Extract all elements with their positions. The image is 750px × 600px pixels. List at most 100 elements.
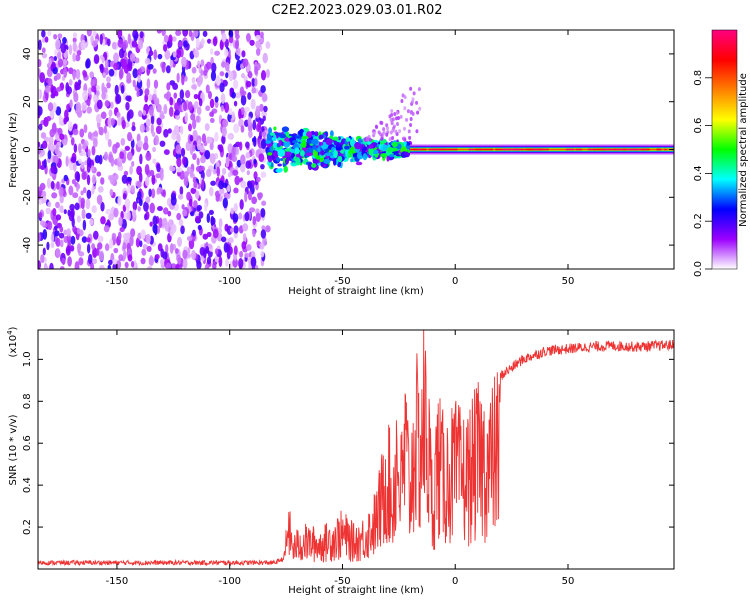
spectrogram-cell: [210, 180, 216, 186]
spectrogram-cell: [80, 39, 87, 51]
spectrogram-cell: [182, 209, 188, 217]
spectrogram-cell: [410, 148, 418, 151]
spectrogram-cell: [412, 91, 416, 96]
x-tick-label: -50: [334, 576, 350, 587]
spectrogram-cell: [202, 233, 209, 240]
spectrogram-cell: [165, 262, 172, 269]
spectrogram-cell: [177, 236, 183, 248]
spectrogram-cell: [244, 252, 250, 258]
spectrogram-cell: [176, 157, 182, 168]
spectrogram-cell: [85, 59, 90, 69]
spectrogram-cell: [101, 91, 107, 100]
spectrogram-cell: [195, 166, 202, 173]
y-tick-label: -20: [22, 189, 33, 205]
spectrogram-cell: [186, 235, 193, 242]
spectrogram-cell: [156, 30, 162, 34]
spectrogram-cell: [171, 223, 177, 234]
spectrogram-cell: [516, 148, 525, 151]
spectrogram-cell: [391, 117, 395, 122]
spectrogram-cell: [191, 229, 196, 237]
spectrogram-cell: [163, 104, 168, 115]
spectrogram-cell: [119, 227, 125, 233]
spectrogram-cell: [184, 112, 188, 123]
spectrogram-cell: [75, 101, 82, 113]
spectrogram-cell: [41, 30, 46, 38]
spectrogram-cell: [76, 243, 82, 251]
spectrogram-cell: [221, 126, 227, 137]
spectrogram-cell: [110, 156, 115, 167]
colorbar-tick-label: 0.6: [693, 118, 704, 134]
spectrogram-cell: [154, 224, 158, 236]
spectrogram-cell: [38, 59, 42, 68]
spectrogram-cell: [228, 107, 233, 116]
spectrogram-cell: [195, 37, 200, 49]
spectrogram-cell: [447, 148, 458, 151]
spectrogram-cell: [81, 101, 87, 111]
spectrogram-cell: [315, 155, 321, 160]
spectrogram-cell: [137, 206, 141, 212]
spectrogram-cell: [193, 30, 199, 38]
spectrogram-cell: [609, 148, 612, 151]
spectrogram-cell: [147, 266, 153, 269]
spectrogram-cell: [202, 30, 208, 37]
spectrogram-cell: [109, 238, 114, 249]
spectrogram-cell: [409, 123, 413, 128]
spectrogram-cell: [416, 110, 420, 115]
spectrogram-cell: [200, 69, 205, 76]
spectrogram-cell: [301, 135, 309, 140]
spectrogram-cell: [398, 129, 402, 134]
spectrogram-cell: [239, 141, 243, 151]
spectrogram-cell: [72, 32, 78, 39]
spectrogram-cell: [248, 70, 253, 79]
spectrogram-cell: [409, 116, 413, 121]
spectrogram-cell: [106, 76, 111, 83]
spectrogram-cell: [177, 41, 183, 48]
spectrogram-cell: [228, 237, 234, 244]
spectrogram-cell: [41, 47, 46, 54]
spectrogram-cell: [91, 186, 95, 195]
spectrogram-cell: [195, 215, 200, 223]
spectrogram-cell: [262, 52, 268, 64]
spectrogram-cell: [39, 182, 46, 191]
spectrogram-cell: [62, 37, 67, 44]
spectrogram-cell: [225, 244, 231, 252]
spectrogram-cell: [175, 30, 182, 37]
spectrogram-cell: [273, 126, 277, 131]
spectrogram-cell: [263, 94, 268, 102]
spectrogram-cell: [229, 87, 235, 94]
spectrogram-cell: [176, 72, 180, 83]
spectrogram-cell: [136, 180, 142, 189]
spectrogram-cell: [102, 72, 107, 79]
spectrogram-cell: [68, 79, 73, 86]
spectrogram-cell: [124, 198, 131, 209]
spectrogram-cell: [224, 48, 229, 57]
spectrogram-cell: [126, 151, 133, 161]
spectrogram-cell: [222, 197, 228, 209]
spectrogram-cell: [145, 196, 151, 204]
page-title: C2E2.2023.029.03.01.R02: [271, 3, 442, 18]
spectrogram-cell: [173, 124, 180, 136]
spectrogram-cell: [365, 137, 369, 142]
spectrogram-cell: [87, 148, 91, 158]
spectrogram-cell: [219, 39, 224, 51]
spectrogram-cell: [86, 106, 92, 114]
spectrogram-cell: [107, 138, 112, 148]
spectrogram-cell: [144, 176, 150, 187]
spectrogram-cell: [248, 130, 253, 139]
spectrogram-cell: [104, 58, 109, 70]
y-tick-label: 0.6: [22, 435, 33, 451]
spectrogram-cell: [242, 232, 247, 243]
spectrogram-cell: [47, 102, 54, 112]
colorbar-tick-label: 0.4: [693, 165, 704, 181]
spectrogram-cell: [108, 213, 115, 221]
spectrogram-cell: [194, 211, 198, 218]
spectrogram-cell: [252, 229, 256, 238]
spectrogram-cell: [233, 123, 240, 134]
spectrogram-cell: [240, 94, 247, 106]
spectrogram-cell: [151, 174, 156, 186]
spectrogram-cell: [113, 62, 120, 71]
spectrogram-cell: [209, 111, 214, 117]
spectrogram-cell: [59, 226, 64, 233]
spectrogram-cell: [104, 100, 110, 108]
spectrogram-cell: [276, 156, 280, 162]
